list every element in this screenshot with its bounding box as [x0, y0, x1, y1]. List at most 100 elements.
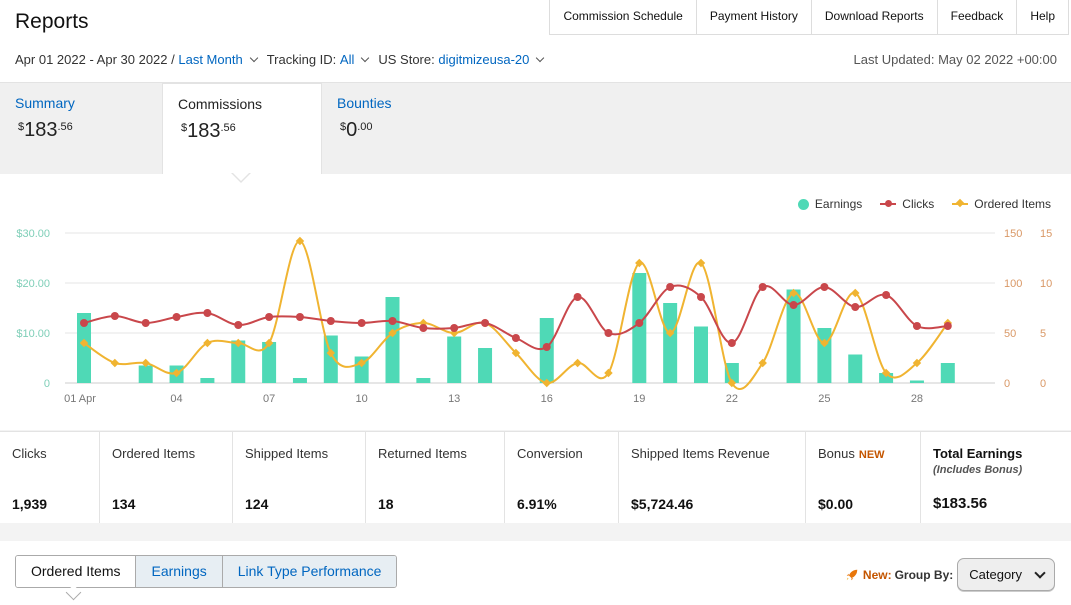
y-tick-label-right: 150 [1004, 228, 1022, 240]
tab-earnings[interactable]: Earnings [135, 556, 222, 587]
stat-label: Conversion [517, 446, 583, 461]
earnings-bar [786, 289, 801, 383]
chevron-down-icon[interactable] [536, 53, 545, 63]
y-tick-label-left: $10.00 [16, 328, 50, 340]
tab-summary[interactable]: Summary $183.56 [0, 83, 160, 174]
x-tick-label: 10 [356, 393, 368, 405]
ordered-items-point [665, 328, 675, 338]
help-link[interactable]: Help [1016, 0, 1068, 34]
clicks-point [943, 322, 952, 330]
stat-shipped-revenue: Shipped Items Revenue $5,724.46 [619, 432, 806, 523]
ordered-items-point [326, 348, 336, 358]
chevron-down-icon[interactable] [361, 53, 370, 63]
chevron-down-icon [1034, 566, 1046, 579]
earnings-bar [416, 378, 431, 383]
commission-schedule-link[interactable]: Commission Schedule [563, 9, 683, 23]
tab-ordered-items[interactable]: Ordered Items [16, 556, 136, 587]
ordered-items-point [635, 258, 644, 268]
chart-legend: Earnings Clicks Ordered Items [780, 197, 1051, 211]
ordered-items-point [172, 368, 181, 378]
tracking-id-dropdown[interactable]: All [339, 52, 355, 67]
ordered-items-point [234, 338, 243, 348]
earnings-bar [694, 326, 708, 383]
payment-history-link[interactable]: Payment History [695, 0, 811, 34]
legend-earnings[interactable]: Earnings [797, 197, 862, 211]
legend-label: Clicks [902, 197, 935, 211]
earnings-bar [940, 363, 955, 383]
group-by-label: Group By: [894, 567, 954, 582]
stat-value: $5,724.46 [631, 496, 694, 512]
x-tick-label: 28 [911, 393, 923, 405]
store-label: US Store: [378, 52, 435, 67]
ordered-items-point [727, 378, 737, 388]
clicks-point [511, 334, 520, 342]
earnings-bar [478, 348, 493, 383]
group-by-select[interactable]: Category [957, 558, 1055, 591]
stat-label: Ordered Items [112, 446, 196, 461]
legend-ordered-items[interactable]: Ordered Items [952, 197, 1051, 211]
legend-label: Ordered Items [974, 197, 1051, 211]
clicks-point [141, 319, 150, 327]
download-reports-link[interactable]: Download Reports [810, 0, 937, 34]
ordered-items-point [789, 288, 798, 298]
page-title: Reports [15, 10, 89, 33]
clicks-point [110, 312, 119, 320]
stat-sublabel: (Includes Bonus) [933, 464, 1023, 476]
chevron-down-icon[interactable] [249, 53, 258, 63]
tab-label: Bounties [337, 95, 392, 111]
earnings-bar [200, 378, 215, 383]
feedback-link[interactable]: Feedback [936, 0, 1017, 34]
x-tick-label: 04 [170, 393, 182, 405]
clicks-point [912, 322, 921, 330]
clicks-point [80, 319, 88, 327]
x-tick-label: 22 [726, 393, 738, 405]
clicks-point [450, 324, 459, 332]
earnings-bar [323, 335, 338, 383]
stat-value: $183.56 [933, 495, 988, 512]
tab-link-type-performance[interactable]: Link Type Performance [221, 556, 397, 587]
tab-bounties[interactable]: Bounties $0.00 [322, 83, 477, 174]
tracking-id-label: Tracking ID: [266, 52, 337, 67]
tab-commissions[interactable]: Commissions $183.56 [162, 83, 322, 177]
legend-clicks[interactable]: Clicks [880, 197, 934, 211]
y-tick-label-left: $20.00 [16, 278, 50, 290]
ordered-items-point [295, 236, 305, 246]
clicks-point [727, 339, 736, 347]
stat-label: Total Earnings [933, 446, 1023, 461]
tab-amount: $183.56 [181, 120, 236, 142]
stat-value: 124 [245, 496, 269, 512]
clicks-point [820, 283, 829, 291]
earnings-bar [848, 354, 863, 383]
stat-label: Clicks [12, 446, 47, 461]
clicks-point [666, 283, 675, 291]
earnings-bar [817, 328, 832, 383]
stat-bonus: Bonus NEW $0.00 [806, 432, 921, 523]
y-tick-label-right: 5 [1040, 328, 1046, 340]
stat-value: $0.00 [818, 496, 854, 512]
ordered-items-point [79, 338, 89, 348]
earnings-bar [663, 303, 678, 383]
tab-label: Commissions [178, 96, 263, 112]
clicks-point [758, 283, 767, 291]
stat-label: Returned Items [378, 446, 467, 461]
earnings-bar [385, 297, 400, 383]
clicks-point [357, 319, 366, 327]
clicks-point [851, 303, 860, 311]
group-by-control: New: Group By: Category [845, 558, 1055, 591]
ordered-items-point [542, 378, 551, 388]
clicks-point [789, 301, 798, 309]
y-tick-label-right: 15 [1040, 228, 1052, 240]
earnings-chart: $30.00 150 15 $20.00 100 10 $10.00 50 5 0 0 0 01 Apr… [0, 174, 1071, 430]
clicks-point [265, 313, 274, 321]
y-tick-label-right: 50 [1004, 328, 1016, 340]
stat-total-earnings: Total Earnings (Includes Bonus) $183.56 [921, 432, 1063, 523]
new-label: New: [862, 567, 892, 582]
ordered-items-point [758, 358, 767, 368]
clicks-point [172, 313, 181, 321]
store-dropdown[interactable]: digitmizeusa-20 [438, 52, 530, 67]
clicks-point [481, 319, 490, 327]
clicks-point [573, 293, 582, 301]
date-range-dropdown[interactable]: Last Month [178, 52, 243, 67]
earnings-bar [292, 378, 307, 383]
clicks-point [203, 309, 212, 317]
